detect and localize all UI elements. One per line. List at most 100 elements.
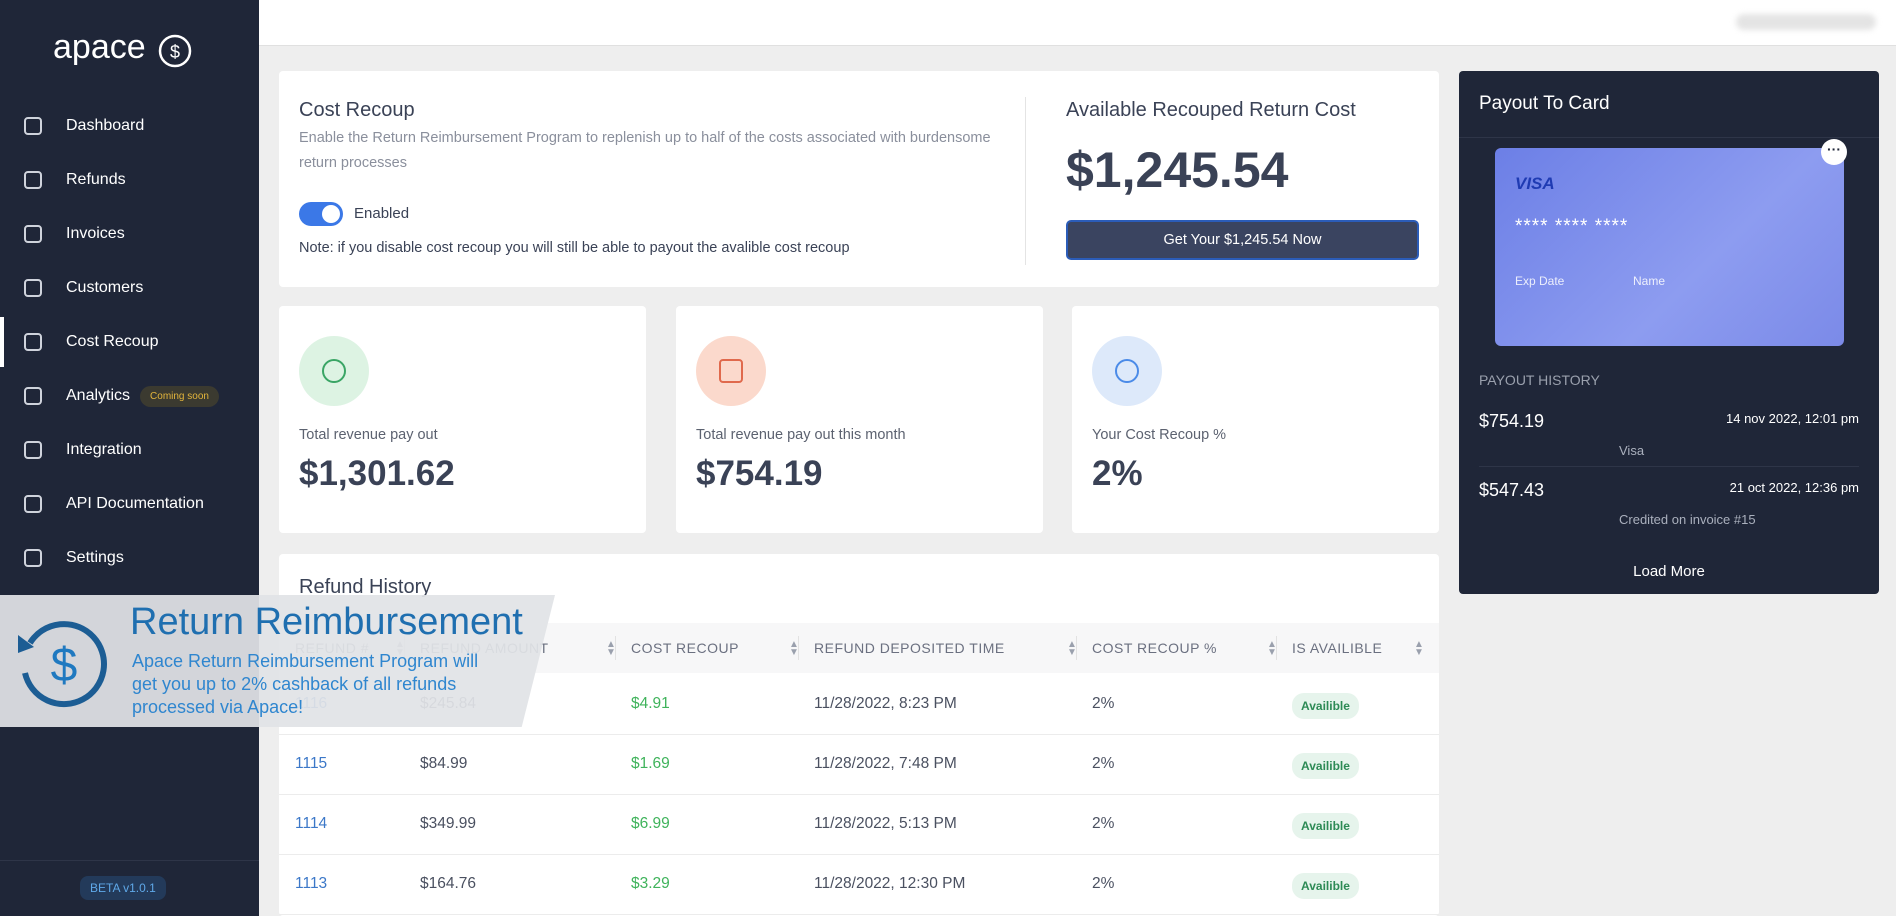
nav-item[interactable]: Customers bbox=[0, 263, 259, 313]
nav-label: Cost Recoup bbox=[66, 333, 159, 350]
nav-item[interactable]: API Documentation bbox=[0, 479, 259, 529]
table-cell: $1.69 bbox=[631, 755, 670, 772]
table-cell[interactable]: 1115 bbox=[295, 755, 328, 772]
table-cell: 11/28/2022, 8:23 PM bbox=[814, 695, 957, 712]
nav-item[interactable]: Analytics Coming soon bbox=[0, 371, 259, 421]
nav-icon bbox=[24, 333, 42, 351]
nav-item[interactable]: Dashboard bbox=[0, 101, 259, 151]
nav-label: Customers bbox=[66, 279, 144, 296]
payout-button[interactable]: Get Your $1,245.54 Now bbox=[1066, 220, 1419, 260]
brand: apace bbox=[53, 28, 146, 66]
table-cell: $4.91 bbox=[631, 695, 670, 712]
table-cell: 2% bbox=[1092, 755, 1115, 772]
stat-icon bbox=[1092, 336, 1162, 406]
stat-icon-glyph bbox=[719, 359, 743, 383]
version-badge: BETA v1.0.1 bbox=[80, 876, 166, 900]
table-cell: 2% bbox=[1092, 815, 1115, 832]
status-pill: Availible bbox=[1292, 873, 1359, 899]
card-number: **** **** **** bbox=[1515, 216, 1629, 237]
column-header[interactable]: COST RECOUP bbox=[631, 640, 739, 656]
table-cell: $84.99 bbox=[420, 755, 468, 772]
column-header[interactable]: REFUND DEPOSITED TIME bbox=[814, 640, 1005, 656]
table-cell: $164.76 bbox=[420, 875, 477, 892]
card-brand: VISA bbox=[1515, 174, 1555, 193]
column-header[interactable]: COST RECOUP % bbox=[1092, 640, 1218, 656]
stat-icon-glyph bbox=[1115, 359, 1139, 383]
payout-amount: $547.43 bbox=[1479, 480, 1545, 500]
stat-label: Total revenue pay out bbox=[299, 427, 438, 443]
column-divider bbox=[798, 636, 799, 660]
stat-value: $754.19 bbox=[696, 454, 823, 493]
nav-icon bbox=[24, 495, 42, 513]
sort-icon: ▲▼ bbox=[1067, 639, 1077, 658]
nav-icon bbox=[24, 279, 42, 297]
sort-icon: ▲▼ bbox=[606, 639, 616, 658]
table-cell: $3.29 bbox=[631, 875, 670, 892]
brand-logo: $ bbox=[158, 34, 192, 68]
column-header[interactable]: IS AVAILIBLE bbox=[1292, 640, 1383, 656]
table-cell[interactable]: 1114 bbox=[295, 815, 328, 832]
nav-item[interactable]: Refunds bbox=[0, 155, 259, 205]
payout-card: Payout To Card VISA **** **** **** Exp D… bbox=[1459, 71, 1879, 594]
sort-icon: ▲▼ bbox=[1267, 639, 1277, 658]
stat-value: $1,301.62 bbox=[299, 454, 455, 493]
nav-item[interactable]: Invoices bbox=[0, 209, 259, 259]
nav-icon bbox=[24, 387, 42, 405]
nav-label: Invoices bbox=[66, 225, 125, 242]
stat-icon bbox=[696, 336, 766, 406]
table-cell: 11/28/2022, 5:13 PM bbox=[814, 815, 957, 832]
history-title: PAYOUT HISTORY bbox=[1479, 372, 1600, 388]
divider bbox=[1025, 97, 1026, 265]
available-title: Available Recouped Return Cost bbox=[1066, 99, 1356, 121]
card-title: Refund History bbox=[299, 576, 432, 598]
top-bar bbox=[259, 0, 1896, 46]
nav-icon bbox=[24, 225, 42, 243]
exp-label: Exp Date bbox=[1515, 274, 1565, 288]
stat-card: Total revenue pay out $1,301.62 bbox=[279, 306, 646, 533]
bank-card: VISA **** **** **** Exp Date Name bbox=[1495, 148, 1844, 346]
sort-icon: ▲▼ bbox=[1414, 639, 1424, 658]
stat-icon-glyph bbox=[322, 359, 346, 383]
nav-icon bbox=[24, 171, 42, 189]
promo-banner: $ Return Reimbursement Apace Return Reim… bbox=[0, 595, 555, 727]
column-divider bbox=[1276, 636, 1277, 660]
sidebar: apace $ Dashboard Refunds Invoices Customer… bbox=[0, 0, 259, 916]
nav-icon bbox=[24, 117, 42, 135]
row-divider bbox=[279, 914, 1439, 915]
nav-label: Settings bbox=[66, 549, 124, 566]
payout-amount: $754.19 bbox=[1479, 411, 1545, 431]
toggle-label: Enabled bbox=[354, 205, 410, 222]
card-menu[interactable]: ··· bbox=[1821, 139, 1847, 165]
status-pill: Availible bbox=[1292, 693, 1359, 719]
svg-text:$: $ bbox=[51, 639, 78, 692]
payout-detail: Visa bbox=[1619, 443, 1645, 458]
nav-item[interactable]: Settings bbox=[0, 533, 259, 583]
status-pill: Availible bbox=[1292, 813, 1359, 839]
stat-label: Your Cost Recoup % bbox=[1092, 427, 1227, 443]
toggle[interactable] bbox=[299, 202, 343, 226]
banner-logo: $ bbox=[18, 621, 107, 708]
nav-label: API Documentation bbox=[66, 495, 204, 512]
status-pill: Availible bbox=[1292, 753, 1359, 779]
cost-recoup-card: Cost Recoup Enable the Return Reimbursem… bbox=[279, 71, 1439, 287]
nav-label: Analytics bbox=[66, 387, 131, 404]
row-divider bbox=[279, 794, 1439, 795]
payout-date: 21 oct 2022, 12:36 pm bbox=[1729, 480, 1859, 495]
nav-item[interactable]: Cost Recoup bbox=[0, 317, 259, 367]
table-cell: 2% bbox=[1092, 695, 1115, 712]
nav-item[interactable]: Integration bbox=[0, 425, 259, 475]
table-cell: $349.99 bbox=[420, 815, 477, 832]
card-title: Cost Recoup bbox=[299, 99, 415, 121]
row-divider bbox=[279, 734, 1439, 735]
divider bbox=[1479, 466, 1859, 467]
nav-label: Integration bbox=[66, 441, 142, 458]
nav-label: Refunds bbox=[66, 171, 126, 188]
name-label: Name bbox=[1633, 274, 1666, 288]
stat-card: Your Cost Recoup % 2% bbox=[1072, 306, 1439, 533]
table-cell[interactable]: 1113 bbox=[295, 875, 328, 892]
load-more[interactable]: Load More bbox=[1633, 563, 1705, 580]
nav-label: Dashboard bbox=[66, 117, 145, 134]
available-amount: $1,245.54 bbox=[1066, 142, 1289, 198]
user-menu[interactable] bbox=[1736, 14, 1876, 30]
